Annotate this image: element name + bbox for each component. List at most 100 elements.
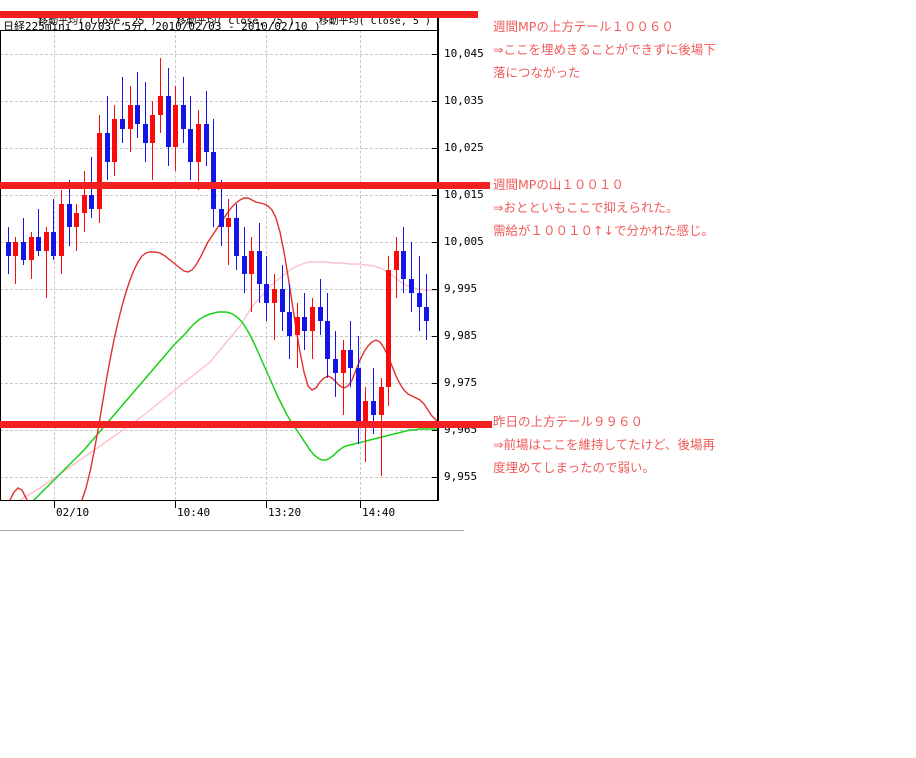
- gridline-vertical: [54, 30, 55, 500]
- candle-body: [204, 124, 209, 153]
- candle-wick: [297, 302, 298, 369]
- gridline-vertical: [360, 30, 361, 500]
- candle-body: [196, 124, 201, 162]
- gridline-horizontal: [0, 100, 438, 102]
- price-tick: [432, 476, 439, 478]
- candle-body: [257, 250, 262, 284]
- candle-wick: [15, 236, 16, 284]
- chart-panel: 移動平均( Close, 25 ) 移動平均( Close, 75 ) 移動平均( …: [0, 0, 492, 531]
- candle-body: [74, 213, 79, 228]
- candle-body: [295, 316, 300, 336]
- candle-body: [401, 250, 406, 280]
- candle-body: [21, 241, 26, 261]
- candle-body: [272, 288, 277, 303]
- candle-body: [341, 349, 346, 374]
- chart-title: 日経225mini 10/03( 5分, 2010/02/03 - 2010/0…: [3, 20, 321, 33]
- candle-body: [226, 218, 231, 228]
- candle-wick: [53, 199, 54, 261]
- time-axis-label: 10:40: [177, 506, 211, 519]
- gridline-horizontal: [0, 53, 438, 55]
- gridline-horizontal: [0, 476, 438, 478]
- candle-wick: [426, 274, 427, 341]
- time-tick: [360, 500, 361, 508]
- candle-body: [424, 307, 429, 322]
- candle-body: [120, 119, 125, 129]
- price-tick: [432, 147, 439, 149]
- candle-wick: [411, 241, 412, 312]
- candle-body: [333, 359, 338, 374]
- candle-body: [89, 194, 94, 209]
- price-axis-label: 10,005: [444, 234, 484, 248]
- price-axis-label: 10,025: [444, 140, 484, 154]
- candle-body: [325, 321, 330, 359]
- candle-wick: [373, 368, 374, 435]
- price-axis-label: 9,955: [444, 469, 478, 483]
- candle-body: [386, 269, 391, 388]
- candle-body: [173, 105, 178, 148]
- candle-body: [67, 203, 72, 228]
- candle-body: [211, 152, 216, 209]
- price-axis-line: [437, 14, 439, 501]
- candle-body: [59, 203, 64, 256]
- time-tick: [54, 500, 55, 508]
- panel-bottom-rule: [0, 530, 464, 531]
- candle-wick: [343, 340, 344, 416]
- price-tick: [432, 382, 439, 384]
- candle-body: [302, 316, 307, 331]
- candle-wick: [274, 274, 275, 341]
- plot-area[interactable]: [0, 30, 438, 500]
- note1-line1: 週間MPの上方テール１００６０: [493, 19, 674, 34]
- candle-body: [356, 368, 361, 425]
- candle-body: [29, 236, 34, 261]
- price-axis-label: 9,995: [444, 281, 478, 295]
- gridline-horizontal: [0, 147, 438, 149]
- candle-body: [264, 283, 269, 303]
- note-yesterday-upper-tail: 昨日の上方テール９９６０ ⇒前場はここを維持してたけど、後場再 度埋めてしまった…: [493, 410, 715, 479]
- time-tick: [175, 500, 176, 508]
- price-tick: [432, 335, 439, 337]
- candle-wick: [38, 208, 39, 256]
- price-tick: [432, 288, 439, 290]
- candle-body: [36, 236, 41, 251]
- candle-wick: [145, 81, 146, 162]
- indicator-label-ma25: 移動平均( Close, 25 ): [38, 16, 157, 27]
- candle-body: [166, 95, 171, 148]
- gridline-horizontal: [0, 288, 438, 290]
- price-tick: [432, 429, 439, 431]
- candle-body: [44, 232, 49, 251]
- marker-line-10010: [0, 182, 490, 189]
- candle-wick: [228, 199, 229, 265]
- candle-body: [348, 349, 353, 369]
- candle-body: [97, 133, 102, 209]
- note-weekly-mp-upper-tail: 週間MPの上方テール１００６０ ⇒ここを埋めきることができずに後場下 落につなが…: [493, 15, 716, 84]
- note3-line3: 度埋めてしまったので弱い。: [493, 460, 656, 475]
- candle-body: [13, 241, 18, 256]
- plot-frame-left: [0, 30, 1, 501]
- candle-body: [318, 307, 323, 322]
- candle-body: [150, 114, 155, 143]
- candle-body: [249, 250, 254, 275]
- candle-body: [143, 124, 148, 143]
- candle-body: [6, 241, 11, 256]
- price-axis-label: 10,035: [444, 93, 484, 107]
- price-tick: [432, 194, 439, 196]
- candle-body: [188, 128, 193, 162]
- candle-body: [234, 218, 239, 256]
- candle-body: [158, 95, 163, 115]
- price-axis-label: 9,985: [444, 328, 478, 342]
- indicator-label-ma5: 移動平均( Close, 5 ): [318, 16, 431, 27]
- candle-body: [181, 105, 186, 129]
- note3-line2: ⇒前場はここを維持してたけど、後場再: [493, 437, 715, 452]
- note3-line1: 昨日の上方テール９９６０: [493, 414, 644, 429]
- time-tick: [266, 500, 267, 508]
- candle-wick: [320, 279, 321, 336]
- candle-body: [394, 250, 399, 270]
- candle-body: [51, 232, 56, 256]
- candle-body: [409, 279, 414, 294]
- time-axis-label: 14:40: [362, 506, 396, 519]
- candle-body: [135, 105, 140, 124]
- candle-body: [379, 387, 384, 416]
- candle-wick: [122, 77, 123, 143]
- gridline-horizontal: [0, 241, 438, 243]
